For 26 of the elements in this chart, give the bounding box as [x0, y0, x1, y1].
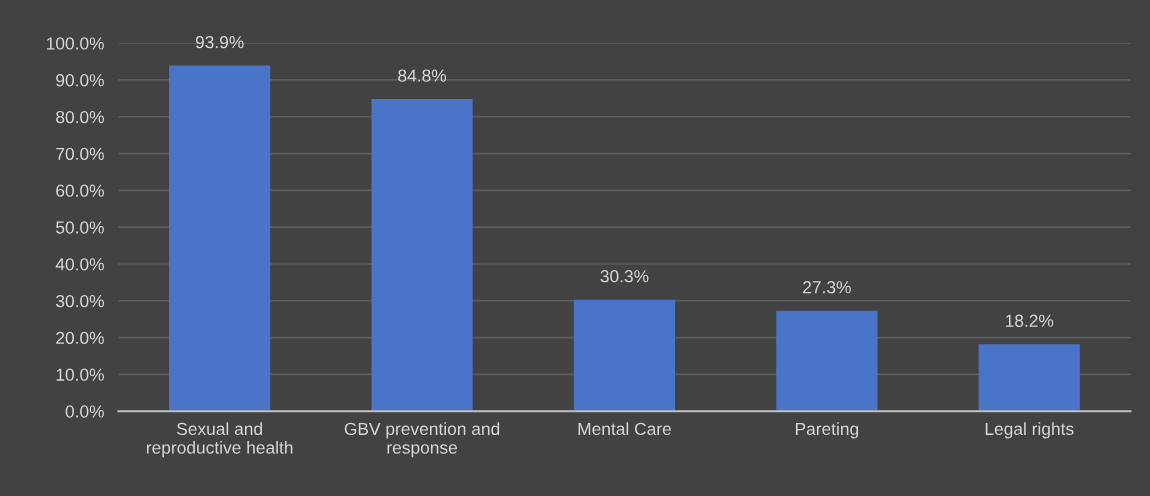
- y-tick-label: 80.0%: [56, 110, 104, 124]
- data-label: 84.8%: [398, 69, 447, 82]
- y-tick-label: 0.0%: [65, 405, 104, 418]
- bar: [978, 344, 1080, 412]
- y-tick-label: 100.0%: [47, 37, 104, 50]
- y-tick-label: 30.0%: [56, 294, 104, 308]
- y-tick-label: 50.0%: [56, 221, 104, 234]
- y-tick-label: 10.0%: [56, 368, 104, 381]
- y-tick-label: 20.0%: [56, 331, 104, 345]
- y-tick-label: 90.0%: [56, 74, 104, 87]
- data-label: 27.3%: [803, 281, 851, 294]
- x-tick-label: Sexual and reproductive health: [146, 422, 293, 458]
- data-label: 30.3%: [600, 270, 649, 283]
- x-tick-label: Mental Care: [578, 422, 671, 436]
- bar: [776, 310, 878, 412]
- x-tick-label: Legal rights: [985, 422, 1074, 439]
- x-tick-label: Pareting: [795, 422, 859, 439]
- bar: [169, 65, 271, 412]
- bar: [573, 299, 676, 412]
- y-tick-label: 40.0%: [55, 258, 104, 271]
- data-label: 93.9%: [195, 35, 244, 49]
- bar: [371, 99, 473, 412]
- x-tick-label: GBV prevention and response: [344, 422, 500, 458]
- y-tick-label: 60.0%: [56, 184, 104, 197]
- data-label: 18.2%: [1005, 314, 1054, 327]
- y-tick-label: 70.0%: [56, 147, 104, 161]
